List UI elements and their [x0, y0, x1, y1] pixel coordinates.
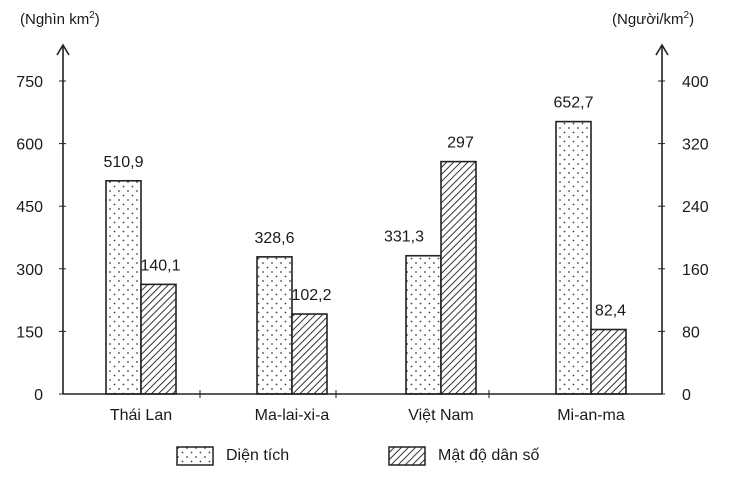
right-tick-label: 400 [682, 74, 709, 91]
dotted-swatch-icon [176, 446, 214, 466]
bar-area [105, 179, 142, 395]
right-axis-arrow-icon [655, 43, 669, 56]
left-axis-title-sup: 2 [89, 10, 95, 21]
category-label: Việt Nam [408, 407, 474, 424]
left-tick-label: 450 [16, 199, 43, 216]
right-axis-title: (Người/km2) [612, 10, 694, 28]
category-label: Ma-lai-xi-a [255, 407, 330, 424]
bars: 510,9 140,1 328,6 102,2 331,3 297 652,7 82,4 [103, 95, 627, 395]
right-tick-label: 240 [682, 199, 709, 216]
right-axis-title-end: ) [689, 11, 695, 28]
left-tick-label: 0 [34, 387, 43, 404]
right-tick-label: 160 [682, 262, 709, 279]
bar-density [590, 328, 627, 395]
left-tick-label: 150 [16, 324, 43, 341]
bar-density [291, 313, 328, 395]
bar-area [555, 120, 592, 395]
legend: Diện tích Mật độ dân số [0, 446, 734, 474]
value-label-area: 652,7 [553, 95, 593, 112]
left-axis-title-text: (Nghìn km [20, 11, 90, 28]
value-label-area: 510,9 [103, 154, 143, 171]
legend-label-area: Diện tích [226, 447, 290, 464]
left-axis-title: (Nghìn km2) [20, 10, 100, 28]
x-axis: Thái Lan Ma-lai-xi-a Việt Nam Mi-an-ma [63, 390, 662, 424]
category-label: Thái Lan [110, 407, 172, 424]
value-label-density: 102,2 [291, 287, 331, 304]
right-axis-title-text: (Người/km [612, 11, 684, 28]
hatched-swatch-icon [388, 446, 426, 466]
value-label-density: 297 [447, 135, 474, 152]
left-tick-label: 600 [16, 137, 43, 154]
left-axis-title-end: ) [94, 11, 100, 28]
right-tick-label: 80 [682, 324, 700, 341]
left-axis: 0 150 300 450 600 750 [16, 43, 70, 404]
right-tick-label: 0 [682, 387, 691, 404]
value-label-density: 140,1 [140, 257, 180, 274]
legend-item-density: Mật độ dân số [388, 446, 539, 466]
legend-label-density: Mật độ dân số [438, 447, 540, 464]
value-label-area: 328,6 [254, 230, 294, 247]
value-label-density: 82,4 [595, 303, 626, 320]
bar-density [140, 283, 177, 395]
right-tick-label: 320 [682, 137, 709, 154]
left-tick-label: 750 [16, 74, 43, 91]
bar-area [256, 256, 293, 395]
category-label: Mi-an-ma [557, 407, 625, 424]
right-axis: 0 80 160 240 320 400 [655, 43, 709, 404]
left-axis-arrow-icon [56, 43, 70, 56]
value-label-area: 331,3 [384, 229, 424, 246]
bar-density [440, 160, 477, 395]
left-tick-label: 300 [16, 262, 43, 279]
bar-area [405, 254, 442, 395]
legend-item-area: Diện tích [176, 446, 289, 466]
right-axis-title-sup: 2 [683, 10, 690, 21]
